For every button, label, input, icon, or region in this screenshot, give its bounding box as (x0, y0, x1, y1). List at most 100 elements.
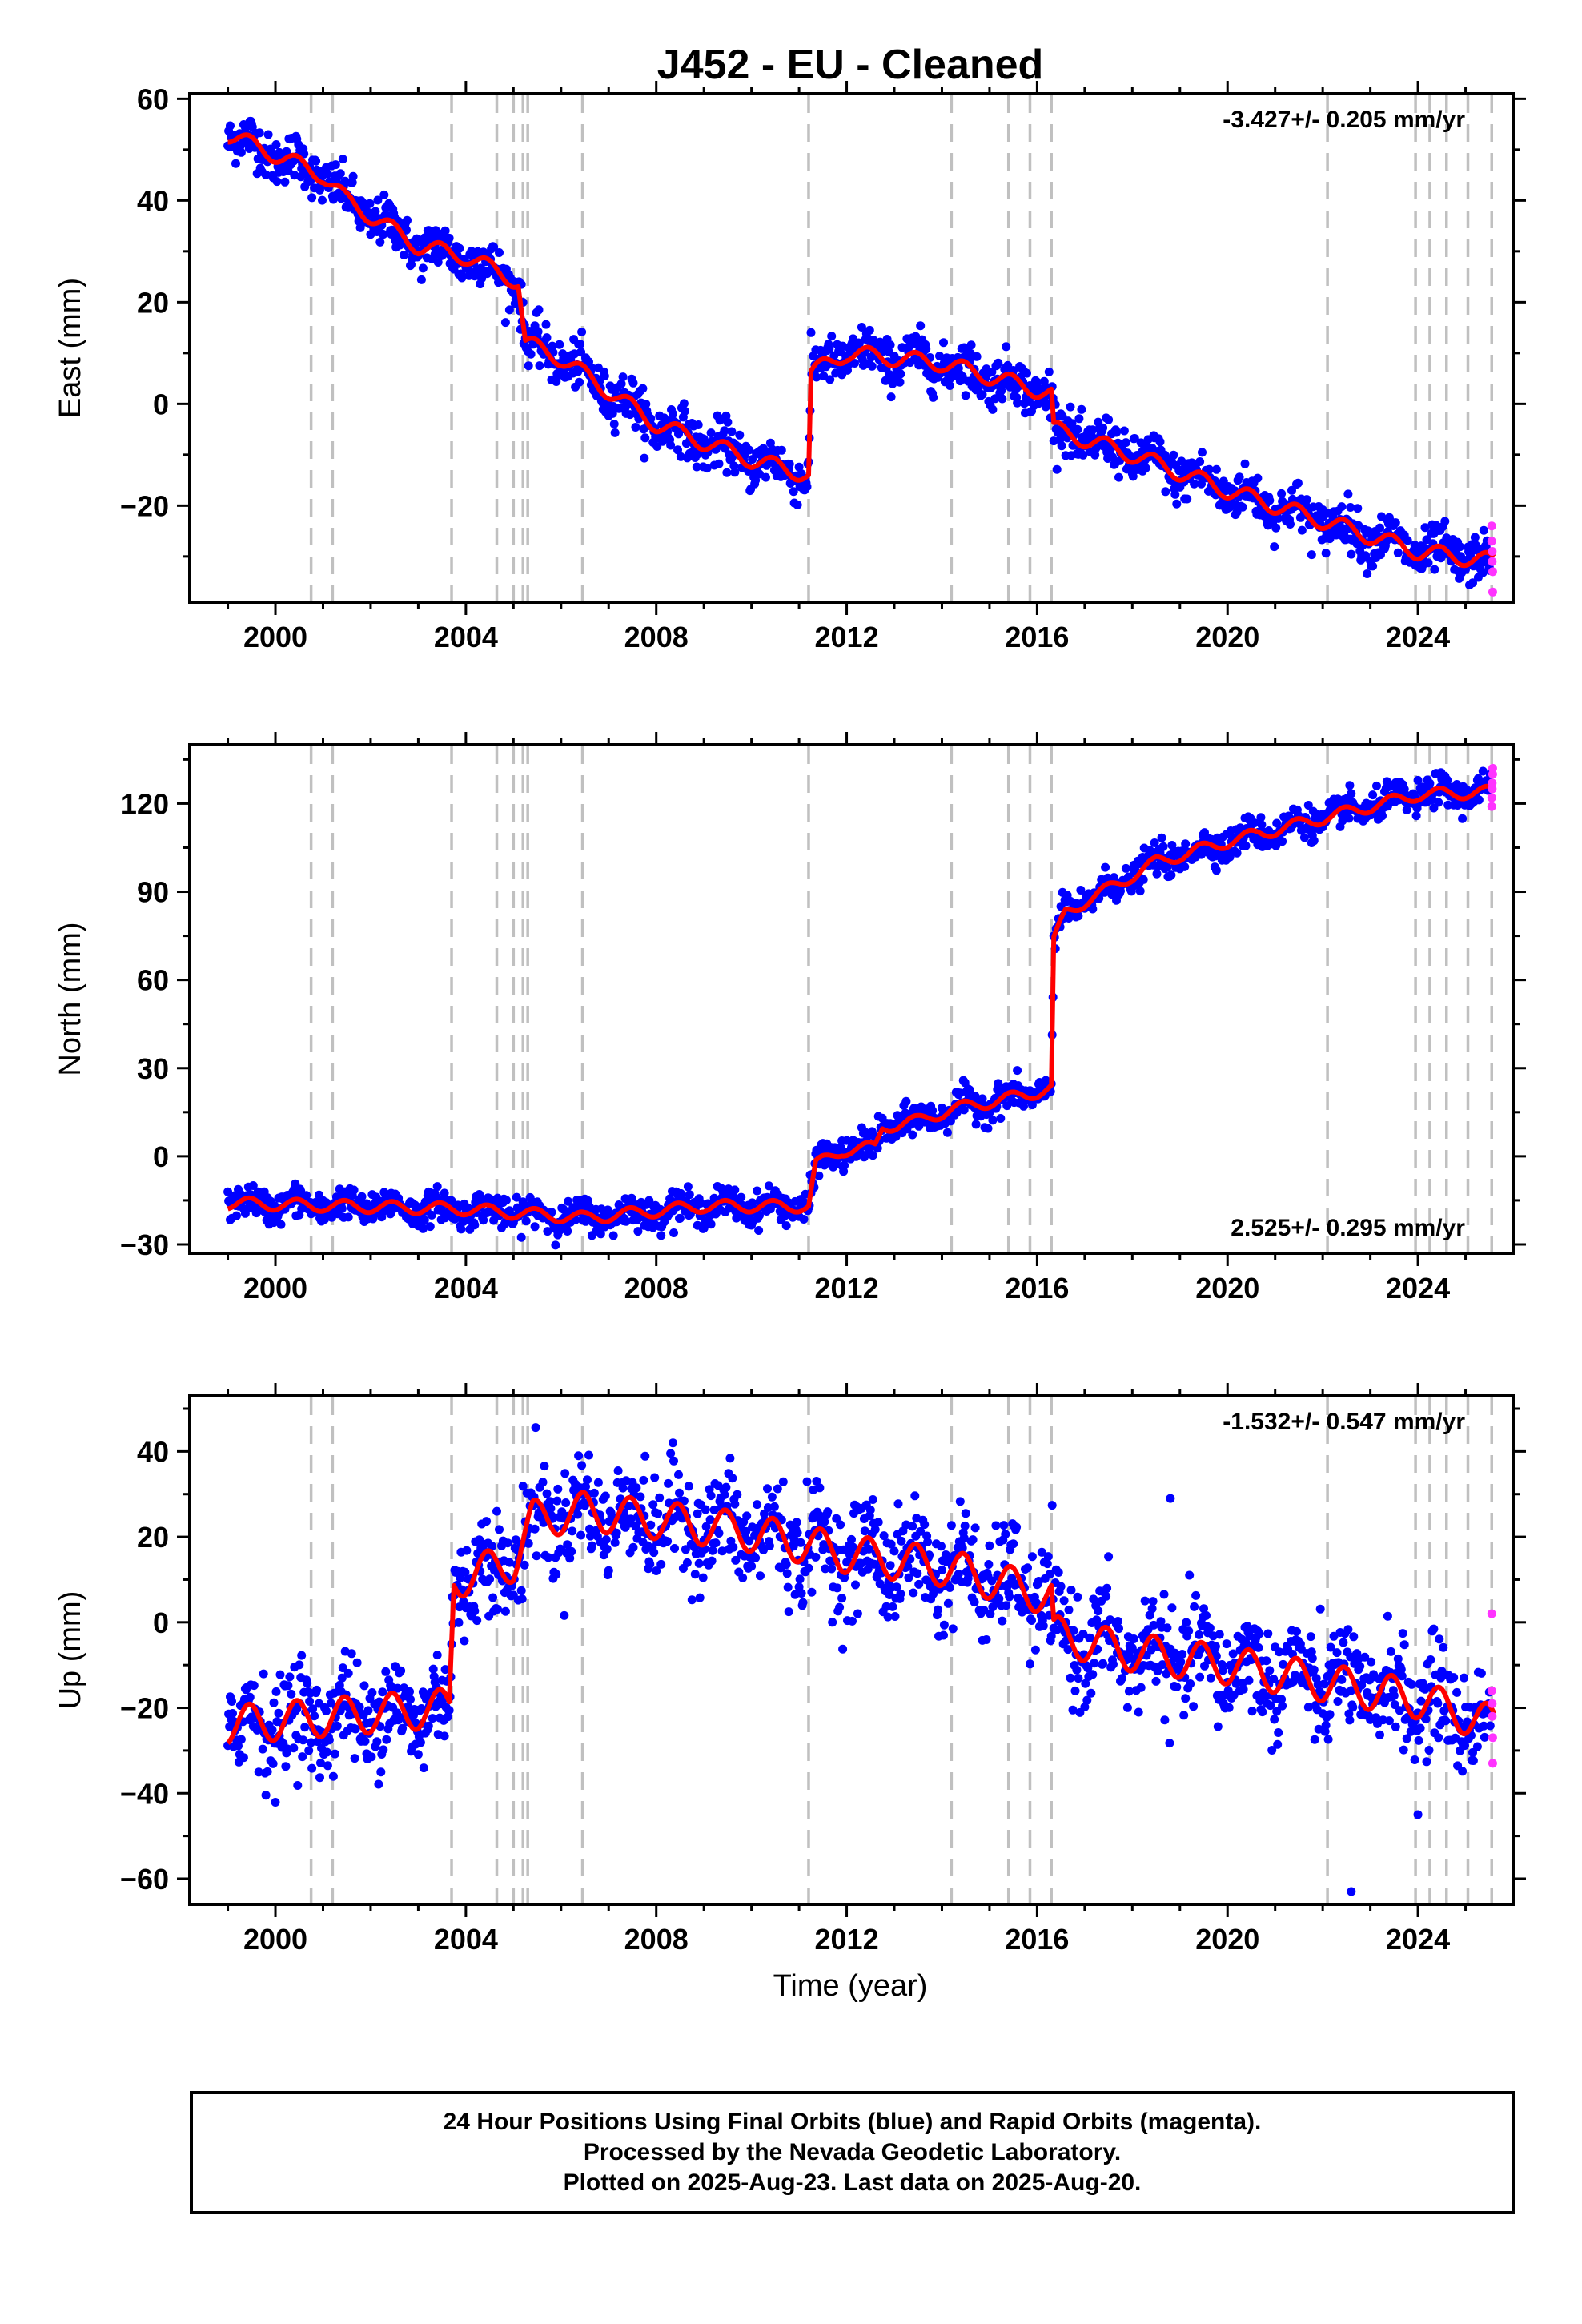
data-point (526, 349, 536, 359)
data-point (1027, 1552, 1037, 1562)
y-axis-label: East (mm) (54, 278, 87, 418)
data-point (628, 1542, 638, 1552)
data-point (1415, 1723, 1425, 1733)
data-point (1141, 464, 1150, 472)
data-point (966, 340, 976, 350)
data-point (857, 323, 866, 332)
data-point (485, 1574, 495, 1584)
data-point (263, 1767, 272, 1776)
data-point (960, 1521, 970, 1530)
data-point (730, 1499, 740, 1509)
data-point (1181, 1694, 1191, 1703)
data-point (1012, 1522, 1022, 1532)
data-point (1205, 1623, 1215, 1633)
data-point (1375, 1730, 1384, 1739)
data-point (920, 1520, 930, 1530)
data-point (796, 1538, 805, 1547)
data-point (693, 420, 703, 429)
data-point (282, 147, 291, 156)
data-point (563, 1227, 572, 1236)
data-point (235, 141, 245, 151)
data-point (1074, 414, 1084, 424)
data-point (444, 1706, 454, 1715)
data-point (868, 1495, 877, 1504)
data-point (1184, 1626, 1194, 1636)
data-point (370, 214, 379, 223)
data-point (297, 1651, 307, 1660)
data-point (495, 248, 504, 257)
data-point (943, 1598, 953, 1608)
x-tick-label: 2024 (1386, 621, 1450, 653)
data-point (908, 1130, 917, 1140)
data-point (600, 1491, 610, 1501)
plot-title: J452 - EU - Cleaned (657, 42, 1044, 88)
data-point (573, 1510, 583, 1519)
data-point (373, 195, 383, 205)
data-point (323, 169, 332, 179)
data-point (896, 369, 905, 379)
data-point (1307, 550, 1316, 560)
data-point (269, 1698, 279, 1707)
data-point (1391, 518, 1400, 528)
data-point (1172, 499, 1182, 509)
data-point (363, 1706, 373, 1715)
data-point (851, 1580, 860, 1590)
data-point (825, 344, 834, 354)
data-point (769, 1502, 779, 1511)
data-point (1182, 494, 1192, 504)
data-point (714, 1529, 724, 1538)
data-point (372, 1737, 382, 1747)
data-point (1440, 517, 1450, 526)
data-point (432, 245, 441, 255)
data-point (608, 1231, 618, 1240)
data-point (1307, 1654, 1317, 1663)
data-point (945, 381, 954, 390)
data-point (531, 1423, 540, 1433)
data-point (1310, 1735, 1319, 1744)
data-point (939, 1630, 948, 1640)
data-point (998, 1616, 1007, 1626)
data-point (945, 1583, 954, 1592)
data-point (1013, 398, 1022, 408)
data-point (561, 1498, 571, 1507)
data-point (784, 1607, 793, 1617)
x-tick-label: 2016 (1005, 1272, 1069, 1305)
data-point (1353, 504, 1363, 513)
data-point (999, 1521, 1009, 1530)
data-point (500, 1606, 510, 1616)
data-point (683, 1182, 693, 1192)
data-point (1022, 368, 1031, 378)
data-point (664, 1478, 673, 1488)
data-point (641, 400, 651, 408)
data-point (838, 1644, 848, 1654)
data-point (271, 140, 281, 149)
data-point (413, 1750, 423, 1759)
data-point (753, 1186, 762, 1196)
data-point (669, 1228, 678, 1237)
data-point (1134, 1707, 1143, 1717)
data-point (1138, 875, 1148, 884)
data-point (1119, 426, 1129, 436)
data-point (1258, 1707, 1267, 1717)
data-point (261, 170, 271, 179)
data-point (378, 1687, 387, 1697)
data-point (639, 1475, 648, 1485)
data-point (946, 1521, 956, 1530)
data-point (778, 1477, 788, 1486)
data-point (574, 1451, 584, 1461)
data-point (287, 1689, 296, 1699)
data-point (255, 128, 264, 138)
data-point (1005, 1592, 1014, 1602)
data-point (1135, 887, 1145, 896)
data-point (541, 320, 551, 329)
data-point (694, 1558, 704, 1568)
data-point (1277, 489, 1287, 498)
data-point (348, 171, 358, 181)
data-point (232, 1211, 241, 1220)
data-point (1265, 1666, 1275, 1675)
data-point (687, 1595, 697, 1605)
data-point (402, 225, 411, 235)
data-point (767, 1492, 777, 1502)
data-point (1165, 1739, 1174, 1748)
data-point (777, 445, 786, 455)
